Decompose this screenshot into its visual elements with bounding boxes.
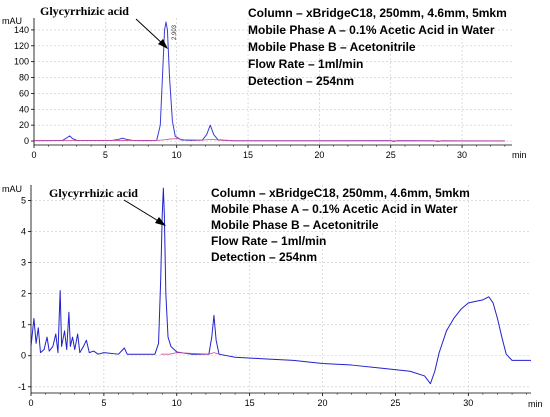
top-conditions: Column – xBridgeC18, 250mm, 4.6mm, 5mkm …: [248, 6, 507, 88]
top-y-tick-label: 140: [14, 25, 29, 35]
bottom-condition-phase-b: Mobile Phase B – Acetonitrile: [211, 218, 379, 232]
top-x-tick-label: 25: [386, 150, 396, 160]
bottom-x-tick-label: 20: [318, 398, 328, 408]
top-annotation: Glycyrrhizic acid: [40, 4, 129, 18]
top-peak-label: 2.903: [172, 24, 178, 40]
bottom-y-ticks: -1 0 1 2 3 4 5: [18, 196, 31, 392]
bottom-annotation-arrowhead: [155, 217, 166, 226]
top-x-tick-label: 0: [31, 150, 36, 160]
top-xunit-label: min: [512, 150, 527, 160]
top-y-tick-label: 100: [14, 57, 29, 67]
bottom-conditions: Column – xBridgeC18, 250mm, 4.6mm, 5mkm …: [211, 186, 470, 264]
bottom-y-tick-label: 4: [21, 227, 26, 237]
bottom-x-tick-label: 0: [28, 398, 33, 408]
bottom-x-tick-label: 5: [101, 398, 106, 408]
bottom-xunit-label: min: [528, 399, 543, 409]
bottom-x-ticks: 0 5 10 15 20 25 30: [28, 393, 527, 408]
bottom-series-1-line: [160, 352, 220, 355]
bottom-x-tick-label: 10: [172, 398, 182, 408]
bottom-x-tick-label: 25: [390, 398, 400, 408]
bottom-x-tick-label: 15: [245, 398, 255, 408]
top-y-tick-label: 120: [14, 41, 29, 51]
bottom-y-tick-label: 3: [21, 258, 26, 268]
bottom-y-tick-label: 5: [21, 196, 26, 206]
bottom-series: [30, 187, 531, 385]
bottom-condition-detection: Detection – 254nm: [211, 250, 317, 264]
bottom-condition-column: Column – xBridgeC18, 250mm, 4.6mm, 5mkm: [211, 186, 470, 200]
bottom-annotation: Glycyrrhizic acid: [49, 186, 138, 200]
top-x-tick-label: 15: [243, 150, 253, 160]
top-condition-phase-b: Mobile Phase B – Acetonitrile: [248, 40, 416, 54]
bottom-annotation-arrow: [123, 199, 161, 223]
bottom-y-tick-label: 2: [21, 289, 26, 299]
top-y-tick-label: 20: [19, 120, 29, 130]
top-x-tick-label: 5: [103, 150, 108, 160]
top-condition-phase-a: Mobile Phase A – 0.1% Acetic Acid in Wat…: [248, 23, 495, 37]
bottom-yunit-label: mAU: [2, 184, 22, 194]
top-yunit-label: mAU: [2, 16, 22, 26]
top-y-ticks: 0 20 40 60 80 100 120 140: [14, 25, 34, 146]
bottom-y-tick-label: 0: [21, 351, 26, 361]
top-condition-column: Column – xBridgeC18, 250mm, 4.6mm, 5mkm: [248, 6, 507, 20]
top-condition-detection: Detection – 254nm: [248, 74, 354, 88]
bottom-x-tick-label: 30: [463, 398, 473, 408]
top-x-tick-label: 10: [172, 150, 182, 160]
top-series-1-line: [33, 138, 505, 142]
top-y-tick-label: 0: [24, 136, 29, 146]
top-annotation-arrow: [135, 18, 165, 46]
bottom-condition-flow-rate: Flow Rate – 1ml/min: [211, 234, 326, 248]
top-x-tick-label: 20: [314, 150, 324, 160]
bottom-y-tick-label: -1: [18, 382, 26, 392]
top-x-tick-label: 30: [457, 150, 467, 160]
bottom-series-0-line: [30, 187, 531, 385]
top-annotation-arrowhead: [158, 39, 168, 49]
top-y-tick-label: 60: [19, 88, 29, 98]
top-y-tick-label: 40: [19, 104, 29, 114]
top-series: [33, 21, 505, 142]
top-x-ticks: 0 5 10 15 20 25 30: [31, 145, 506, 160]
bottom-grid: [30, 185, 531, 393]
top-condition-flow-rate: Flow Rate – 1ml/min: [248, 57, 363, 71]
top-y-tick-label: 80: [19, 73, 29, 83]
bottom-y-tick-label: 1: [21, 320, 26, 330]
bottom-condition-phase-a: Mobile Phase A – 0.1% Acetic Acid in Wat…: [211, 202, 458, 216]
